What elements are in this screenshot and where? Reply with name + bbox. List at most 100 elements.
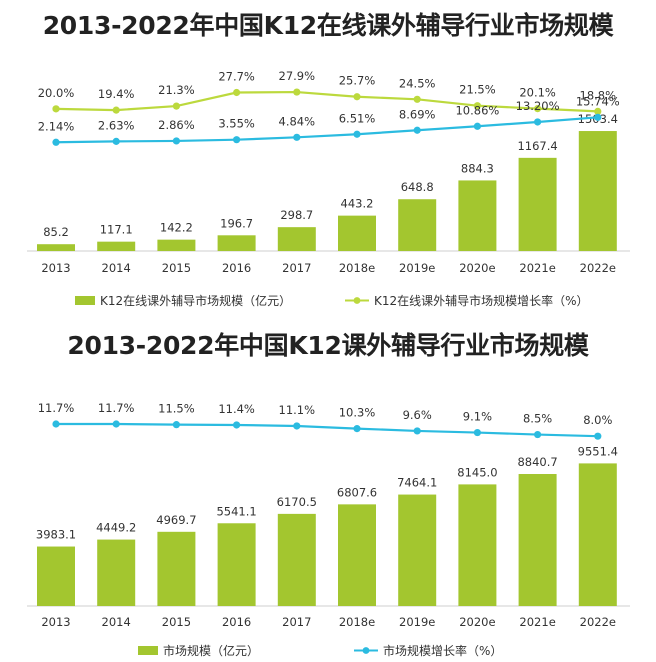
line-point: [473, 102, 481, 110]
line-value-label: 9.1%: [463, 410, 492, 424]
line-point: [353, 130, 361, 138]
line-value-label: 21.3%: [158, 83, 195, 97]
bar: [277, 227, 316, 251]
x-tick-label: 2014: [102, 261, 131, 275]
line-point: [293, 88, 301, 96]
line-point: [112, 106, 120, 114]
x-tick-label: 2013: [41, 261, 70, 275]
line-point: [473, 428, 481, 437]
line-value-label: 2.63%: [98, 118, 135, 132]
line-point: [233, 136, 241, 144]
line-point: [353, 425, 361, 433]
line-value-label: 15.74%: [576, 94, 620, 108]
x-tick-label: 2016: [222, 615, 251, 629]
bar-value-label: 9551.4: [578, 444, 618, 458]
chart-online-k12-plot: 2013 2014 2015 2016 2017 2018e 2019e 2020e 2021e…: [27, 69, 630, 308]
line-point: [594, 113, 602, 121]
series-line: [55, 90, 598, 113]
x-tick-label: 2015: [162, 261, 191, 275]
line-value-label: 10.3%: [339, 406, 376, 420]
x-tick-label: 2018e: [339, 615, 375, 629]
x-tick-label: 2019e: [399, 261, 435, 275]
x-tick-label: 2020e: [459, 261, 495, 275]
bar: [338, 504, 376, 606]
bar: [398, 199, 437, 251]
bar-value-label: 298.7: [280, 208, 313, 222]
line-point: [413, 126, 421, 134]
chart-title: 2013-2022年中国K12在线课外辅导行业市场规模: [42, 11, 614, 40]
line-value-label: 18.8%: [580, 88, 617, 102]
line-point: [473, 122, 481, 130]
bar: [97, 539, 136, 606]
line-point: [233, 421, 241, 429]
bar: [37, 244, 75, 251]
line-point: [233, 88, 241, 97]
line-point: [413, 427, 421, 435]
chart-online-k12: 2013-2022年中国K12在线课外辅导行业市场规模 2013 2014 2015…: [0, 0, 656, 318]
bar: [458, 484, 497, 606]
line-value-label: 6.51%: [339, 111, 376, 125]
chart-k12-tutoring: 2013-2022年中国K12课外辅导行业市场规模 2013 2014 2015 20…: [0, 318, 656, 662]
bar: [578, 463, 617, 606]
bar-value-label: 7464.1: [397, 476, 437, 490]
line-value-label: 11.1%: [279, 403, 316, 417]
bar-value-label: 443.2: [341, 197, 374, 211]
bar-value-label: 6807.6: [337, 485, 377, 499]
bar-value-label: 884.3: [461, 161, 494, 175]
bar: [157, 239, 196, 251]
line-value-label: 3.55%: [218, 117, 255, 131]
bar: [338, 215, 376, 251]
x-tick-label: 2014: [102, 615, 131, 629]
line-point: [413, 95, 421, 103]
bar-value-label: 8145.0: [457, 465, 497, 479]
line-value-label: 19.4%: [98, 87, 135, 101]
line-point: [594, 432, 602, 440]
bar: [157, 531, 196, 606]
x-tick-label: 2021e: [519, 615, 555, 629]
x-tick-label: 2017: [282, 615, 311, 629]
bar-value-label: 196.7: [220, 216, 253, 230]
line-value-label: 9.6%: [403, 408, 432, 422]
x-tick-label: 2013: [41, 615, 70, 629]
bar-value-label: 648.8: [401, 180, 434, 194]
legend-swatch-point: [362, 647, 370, 654]
bar: [518, 474, 557, 606]
line-value-label: 8.5%: [523, 412, 552, 426]
line-point: [293, 133, 301, 141]
bar: [518, 157, 557, 251]
line-value-label: 11.5%: [158, 402, 195, 416]
legend-label: 市场规模增长率（%）: [383, 643, 502, 658]
line-point: [52, 138, 60, 146]
bar-value-label: 8840.7: [517, 455, 557, 469]
line-point: [172, 137, 180, 145]
x-tick-label: 2020e: [459, 615, 495, 629]
line-point: [52, 105, 60, 113]
chart-title: 2013-2022年中国K12课外辅导行业市场规模: [67, 331, 589, 360]
line-value-label: 8.0%: [583, 413, 612, 427]
line-value-label: 11.7%: [98, 401, 135, 415]
bar: [97, 241, 136, 251]
line-value-label: 11.7%: [38, 401, 75, 415]
x-tick-label: 2022e: [580, 615, 616, 629]
legend-label: K12在线课外辅导市场规模增长率（%）: [374, 293, 589, 308]
bar-value-label: 5541.1: [216, 504, 256, 518]
bar: [458, 180, 497, 251]
line-value-label: 2.14%: [38, 119, 75, 133]
bar: [217, 235, 256, 251]
x-tick-label: 2022e: [580, 261, 616, 275]
line-value-label: 21.5%: [459, 83, 496, 97]
x-tick-label: 2016: [222, 261, 251, 275]
bar-value-label: 142.2: [160, 221, 193, 235]
line-value-label: 20.0%: [38, 86, 75, 100]
bar-value-label: 1167.4: [517, 139, 557, 153]
bar: [277, 513, 316, 606]
line-value-label: 25.7%: [339, 74, 376, 88]
line-value-label: 8.69%: [399, 107, 436, 121]
line-point: [534, 105, 542, 113]
x-tick-label: 2018e: [339, 261, 375, 275]
bar-value-label: 6170.5: [277, 495, 317, 509]
line-point: [172, 102, 180, 110]
legend-label: K12在线课外辅导市场规模（亿元）: [100, 293, 291, 308]
line-point: [52, 420, 60, 428]
bar-value-label: 4449.2: [96, 521, 136, 535]
